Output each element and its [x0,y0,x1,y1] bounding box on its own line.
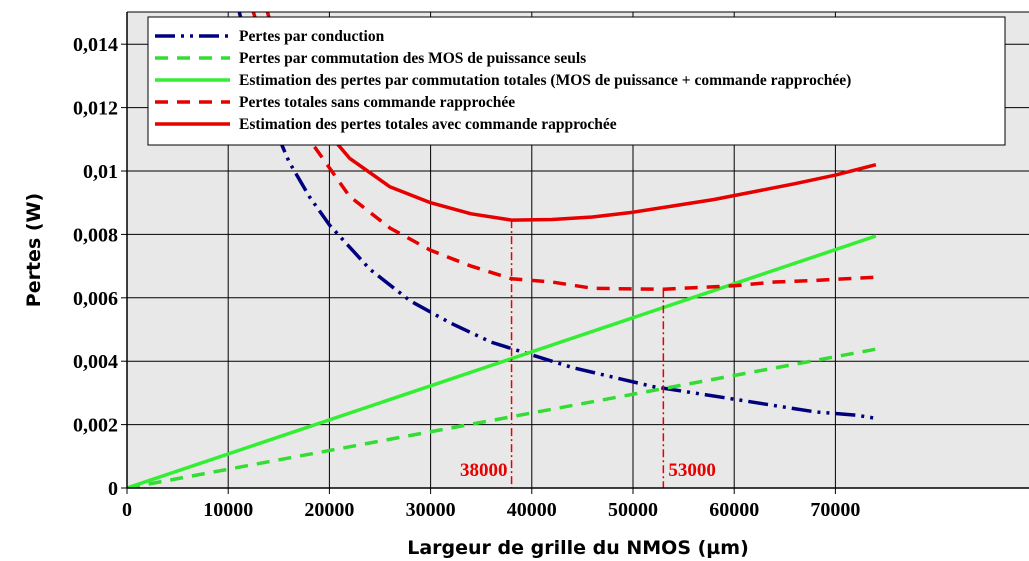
legend: Pertes par conduction Pertes par commutat… [147,16,1006,146]
annotation-label: 38000 [460,460,508,481]
y-tick-label: 0,014 [73,34,118,56]
y-tick-label: 0,002 [73,415,118,437]
y-tick-label: 0 [108,478,118,500]
x-tick-label: 20000 [304,499,354,521]
annotation-layer: 38000 53000 [460,220,716,488]
y-tick-label: 0,012 [73,98,118,120]
y-tick-label: 0,006 [73,288,118,310]
legend-box [147,16,1006,146]
x-tick-label: 0 [122,499,132,521]
x-tick-label: 30000 [406,499,456,521]
legend-label-5: Estimation des pertes totales avec comma… [239,116,617,133]
series-line-3 [127,234,877,488]
legend-label-4: Pertes totales sans commande rapprochée [239,94,515,111]
x-axis-title: Largeur de grille du NMOS (µm) [407,537,749,559]
x-tick-label: 10000 [203,499,253,521]
ticks: 0 10000 20000 30000 40000 50000 60000 70000 0 0,0… [73,34,860,521]
series-line-1 [237,12,877,421]
x-tick-label: 50000 [608,499,658,521]
legend-label-1: Pertes par conduction [239,28,385,45]
axes [121,11,1029,494]
series-line-2 [127,347,877,488]
x-tick-label: 70000 [810,499,860,521]
x-tick-label: 40000 [507,499,557,521]
y-tick-label: 0,004 [73,351,118,373]
legend-label-2: Pertes par commutation des MOS de puissa… [239,50,586,67]
y-axis-title: Pertes (W) [23,193,45,307]
annotation-label: 53000 [668,460,716,481]
y-tick-label: 0,01 [83,161,118,183]
legend-label-3: Estimation des pertes par commutation to… [239,72,851,89]
y-tick-label: 0,008 [73,224,118,246]
x-tick-label: 60000 [709,499,759,521]
